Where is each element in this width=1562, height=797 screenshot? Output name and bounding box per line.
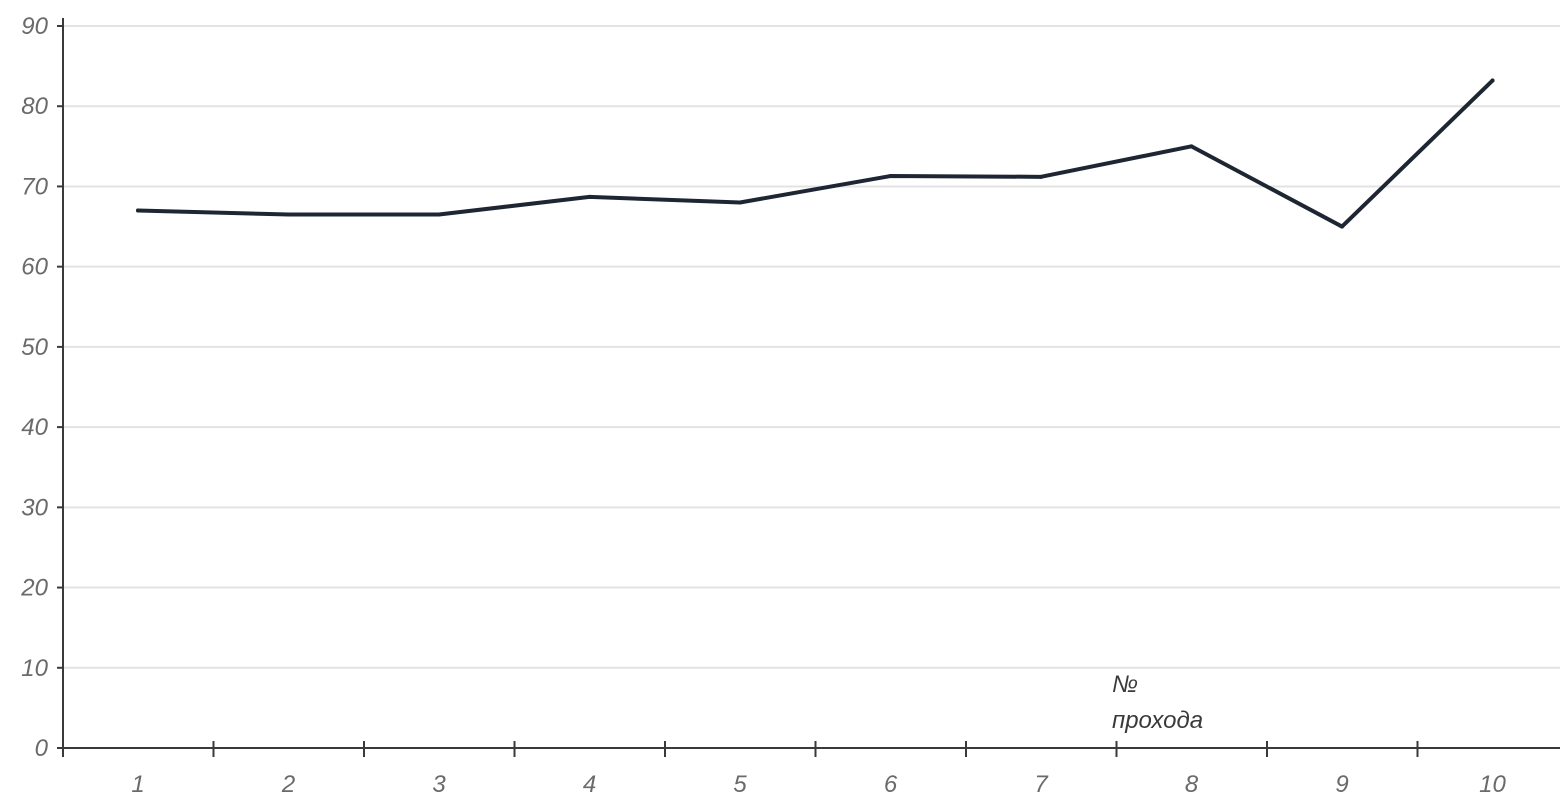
x-tick-label-6: 6 [884, 771, 898, 797]
x-axis-title-line-2: прохода [1112, 707, 1203, 734]
gridlines [63, 25, 1560, 669]
data-point-10 [1490, 78, 1495, 83]
data-point-8 [1189, 144, 1194, 149]
x-tick-label-9: 9 [1335, 771, 1348, 797]
data-point-1 [136, 208, 140, 213]
x-tick-label-10: 10 [1479, 771, 1506, 797]
axes [57, 18, 1560, 757]
y-tick-label-20: 20 [20, 575, 48, 602]
y-tick-label-10: 10 [21, 655, 48, 682]
x-tick-label-3: 3 [432, 771, 446, 797]
y-tick-label-60: 60 [21, 254, 48, 281]
data-point-6 [888, 174, 893, 179]
y-tick-label-0: 0 [35, 735, 49, 762]
y-tick-label-80: 80 [21, 93, 48, 120]
x-tick-label-8: 8 [1185, 771, 1199, 797]
series [136, 78, 1495, 229]
x-tick-label-7: 7 [1034, 771, 1049, 797]
y-tick-label-40: 40 [21, 414, 48, 441]
x-tick-label-2: 2 [281, 771, 295, 797]
x-tick-labels: 1 2 3 4 5 6 7 8 9 10 [131, 771, 1506, 797]
data-point-9 [1340, 224, 1344, 229]
data-point-7 [1039, 174, 1043, 179]
y-tick-label-90: 90 [21, 13, 48, 40]
data-point-4 [587, 194, 592, 199]
data-point-5 [738, 200, 742, 205]
x-axis-title-line-1: № [1112, 671, 1138, 698]
x-axis-title: № прохода [1112, 671, 1203, 734]
data-point-2 [286, 212, 291, 217]
data-point-3 [437, 212, 441, 217]
y-tick-label-30: 30 [21, 494, 48, 521]
x-tick-label-4: 4 [583, 771, 596, 797]
y-tick-labels: 0 10 20 30 40 50 60 70 80 90 [20, 13, 48, 762]
series-line-0 [136, 78, 1495, 229]
x-tick-label-1: 1 [131, 771, 144, 797]
y-tick-label-70: 70 [21, 173, 48, 200]
y-tick-label-50: 50 [21, 334, 48, 361]
x-tick-label-5: 5 [733, 771, 747, 797]
